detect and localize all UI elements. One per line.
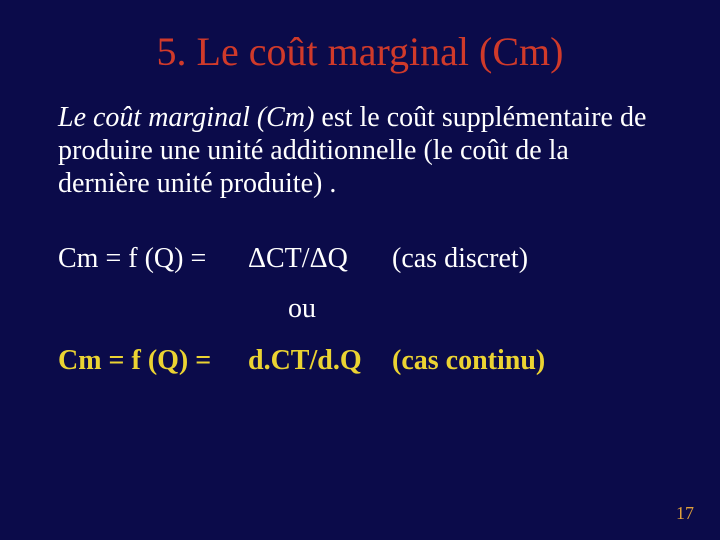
definition-paragraph: Le coût marginal (Cm) est le coût supplé…: [58, 101, 662, 200]
formula-lhs: Cm = f (Q) =: [58, 342, 248, 380]
formula-case-label: (cas continu): [388, 342, 662, 380]
formula-or: ou: [58, 290, 662, 328]
definition-term: Le coût marginal (Cm): [58, 102, 314, 133]
page-number: 17: [676, 503, 694, 524]
formula-block: Cm = f (Q) = ΔCT/ΔQ (cas discret) ou Cm …: [58, 240, 662, 379]
formula-row-discrete: Cm = f (Q) = ΔCT/ΔQ (cas discret): [58, 240, 662, 278]
slide-title: 5. Le coût marginal (Cm): [0, 0, 720, 83]
formula-expression: ΔCT/ΔQ: [248, 240, 388, 278]
formula-case-label: (cas discret): [388, 240, 662, 278]
slide-body: Le coût marginal (Cm) est le coût supplé…: [0, 83, 720, 379]
formula-expression: d.CT/d.Q: [248, 342, 388, 380]
slide: 5. Le coût marginal (Cm) Le coût margina…: [0, 0, 720, 540]
formula-lhs: Cm = f (Q) =: [58, 240, 248, 278]
formula-row-continuous: Cm = f (Q) = d.CT/d.Q (cas continu): [58, 342, 662, 380]
